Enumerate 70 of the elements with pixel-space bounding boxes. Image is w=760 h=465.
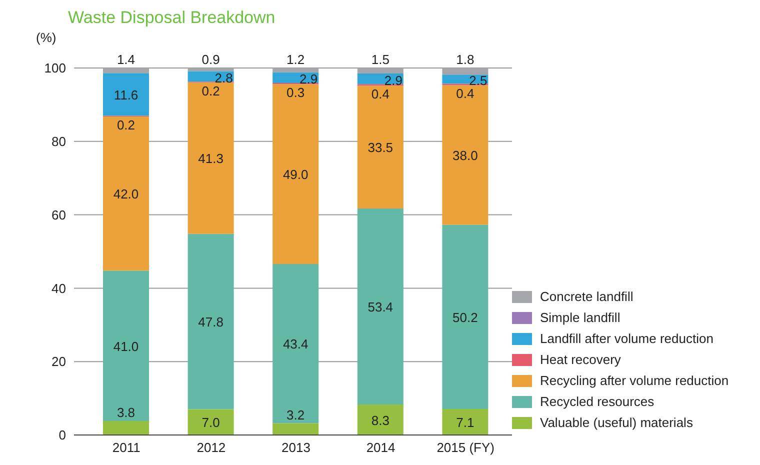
bar bbox=[442, 408, 488, 435]
data-label: 1.8 bbox=[456, 52, 474, 67]
data-label: 0.4 bbox=[371, 86, 390, 102]
legend-label: Landfill after volume reduction bbox=[540, 331, 714, 346]
data-label: 42.0 bbox=[113, 186, 139, 202]
x-tick-label: 2015 (FY) bbox=[436, 440, 495, 456]
legend-label: Concrete landfill bbox=[540, 289, 634, 304]
bar bbox=[357, 404, 404, 435]
data-label: 43.4 bbox=[282, 336, 308, 352]
bar bbox=[188, 409, 234, 435]
data-label: 7.0 bbox=[202, 415, 220, 430]
legend-label: Valuable (useful) materials bbox=[540, 415, 693, 430]
data-label: 53.4 bbox=[368, 300, 394, 315]
y-tick-label: 20 bbox=[52, 354, 66, 370]
data-label: 0.2 bbox=[116, 117, 136, 132]
y-tick-label: 80 bbox=[52, 134, 66, 150]
bar bbox=[103, 270, 149, 422]
data-label: 0.2 bbox=[202, 83, 220, 98]
data-label: 33.5 bbox=[368, 140, 394, 156]
data-label: 2.9 bbox=[384, 72, 402, 88]
bar bbox=[272, 68, 319, 72]
data-label: 2.8 bbox=[214, 70, 233, 86]
data-label: 41.0 bbox=[113, 338, 139, 354]
bar bbox=[442, 224, 488, 409]
bar bbox=[272, 423, 319, 435]
bar bbox=[103, 421, 149, 435]
bar bbox=[188, 234, 234, 410]
data-label: 50.2 bbox=[452, 310, 478, 325]
data-label: 11.6 bbox=[114, 87, 138, 102]
bar bbox=[357, 68, 404, 74]
data-label: 1.5 bbox=[371, 52, 390, 67]
x-tick-label: 2013 bbox=[282, 440, 310, 456]
bar bbox=[103, 68, 149, 74]
data-label: 49.0 bbox=[282, 167, 308, 182]
data-label: 8.3 bbox=[371, 412, 390, 428]
legend-label: Heat recovery bbox=[540, 352, 621, 367]
bar bbox=[357, 86, 404, 209]
data-label: 1.4 bbox=[116, 52, 136, 67]
data-label: 3.8 bbox=[116, 405, 136, 420]
data-label: 2.9 bbox=[300, 72, 318, 87]
data-label: 41.3 bbox=[198, 151, 224, 166]
data-label: 0.4 bbox=[456, 86, 474, 102]
x-tick-label: 2014 bbox=[366, 440, 396, 456]
y-tick-label: 60 bbox=[52, 207, 66, 222]
bar bbox=[188, 82, 234, 234]
chart-title: Waste Disposal Breakdown bbox=[68, 8, 276, 28]
data-label: 0.9 bbox=[202, 52, 220, 67]
data-label: 0.3 bbox=[286, 85, 305, 100]
bar bbox=[272, 264, 319, 424]
bar bbox=[272, 84, 319, 264]
legend-label: Recycling after volume reduction bbox=[540, 373, 729, 388]
y-tick-label: 100 bbox=[44, 60, 66, 76]
data-label: 7.1 bbox=[456, 414, 474, 430]
data-label: 3.2 bbox=[286, 407, 305, 422]
x-tick-label: 2011 bbox=[112, 440, 140, 456]
x-tick-label: 2012 bbox=[196, 440, 226, 456]
legend-label: Recycled resources bbox=[540, 394, 654, 409]
y-tick-label: 40 bbox=[52, 280, 66, 296]
y-tick-label: 0 bbox=[58, 428, 66, 443]
y-axis-title: (%) bbox=[36, 30, 56, 45]
data-label: 38.0 bbox=[452, 148, 478, 163]
data-label: 1.2 bbox=[286, 52, 305, 67]
bar bbox=[442, 68, 488, 75]
data-label: 47.8 bbox=[198, 314, 224, 330]
legend-label: Simple landfill bbox=[540, 310, 620, 325]
bar bbox=[442, 85, 488, 225]
bar bbox=[103, 73, 149, 116]
bar bbox=[103, 116, 149, 271]
bar bbox=[188, 68, 234, 72]
bar bbox=[357, 208, 404, 405]
